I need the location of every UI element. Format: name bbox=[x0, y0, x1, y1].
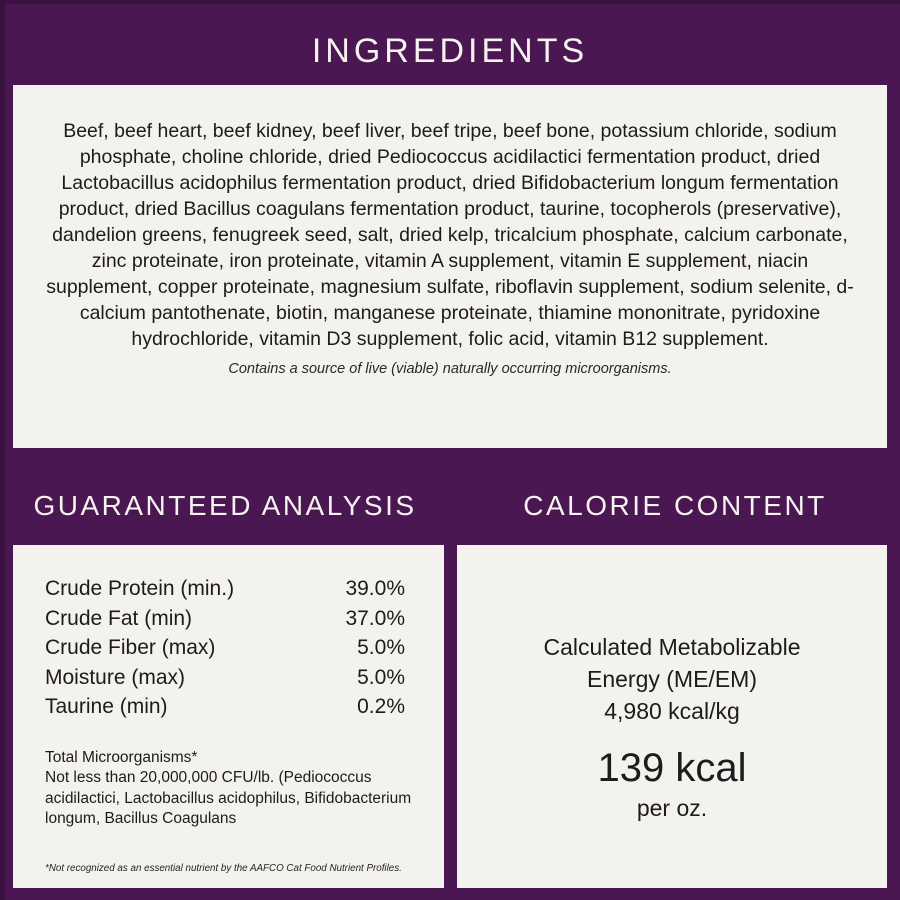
table-row-moisture: Moisture (max) 5.0% bbox=[45, 663, 405, 693]
nutrient-value: 37.0% bbox=[345, 606, 405, 630]
metabolizable-energy-label: Calculated Metabolizable Energy (ME/EM) bbox=[543, 634, 801, 692]
table-row-crude-fiber: Crude Fiber (max) 5.0% bbox=[45, 633, 405, 663]
kcal-per-oz-unit: per oz. bbox=[636, 795, 708, 821]
calorie-content-card: Calculated Metabolizable Energy (ME/EM) … bbox=[457, 545, 887, 888]
nutrient-value: 5.0% bbox=[357, 636, 405, 659]
guaranteed-analysis-card: Crude Protein (min.) 39.0% Crude Fat (mi… bbox=[13, 545, 444, 888]
table-row-taurine: Taurine (min) 0.2% bbox=[45, 692, 405, 722]
nutrient-label: Moisture (max) bbox=[45, 665, 186, 689]
nutrient-label: Crude Fat (min) bbox=[45, 606, 193, 630]
ingredients-section-title: INGREDIENTS bbox=[311, 32, 589, 70]
microorganisms-source-note: Contains a source of live (viable) natur… bbox=[228, 361, 672, 377]
microorganisms-detail: Not less than 20,000,000 CFU/lb. (Pedioc… bbox=[45, 769, 412, 827]
nutrient-label: Crude Protein (min.) bbox=[45, 577, 235, 600]
kcal-per-oz-value: 139 kcal bbox=[597, 746, 747, 790]
microorganisms-block: Total Microorganisms* Not less than 20,0… bbox=[45, 748, 424, 830]
ingredients-list-text: Beef, beef heart, beef kidney, beef live… bbox=[46, 120, 854, 350]
nutrient-value: 39.0% bbox=[345, 577, 405, 600]
nutrient-label: Taurine (min) bbox=[45, 695, 168, 718]
analysis-table: Crude Protein (min.) 39.0% Crude Fat (mi… bbox=[45, 574, 405, 722]
nutrient-value: 5.0% bbox=[357, 665, 405, 689]
calorie-content-title: CALORIE CONTENT bbox=[523, 490, 827, 521]
aafco-footnote: *Not recognized as an essential nutrient… bbox=[45, 863, 402, 874]
microorganisms-title: Total Microorganisms* bbox=[45, 748, 198, 766]
section-headers-row: GUARANTEED ANALYSIS CALORIE CONTENT bbox=[0, 490, 900, 522]
table-row-crude-fat: Crude Fat (min) 37.0% bbox=[45, 604, 405, 634]
nutrient-value: 0.2% bbox=[357, 695, 405, 718]
energy-kcal-per-kg: 4,980 kcal/kg bbox=[604, 698, 740, 724]
ingredients-card: Beef, beef heart, beef kidney, beef live… bbox=[13, 85, 887, 448]
nutrient-label: Crude Fiber (max) bbox=[45, 636, 216, 659]
guaranteed-analysis-title: GUARANTEED ANALYSIS bbox=[33, 490, 417, 521]
table-row-crude-protein: Crude Protein (min.) 39.0% bbox=[45, 574, 405, 604]
